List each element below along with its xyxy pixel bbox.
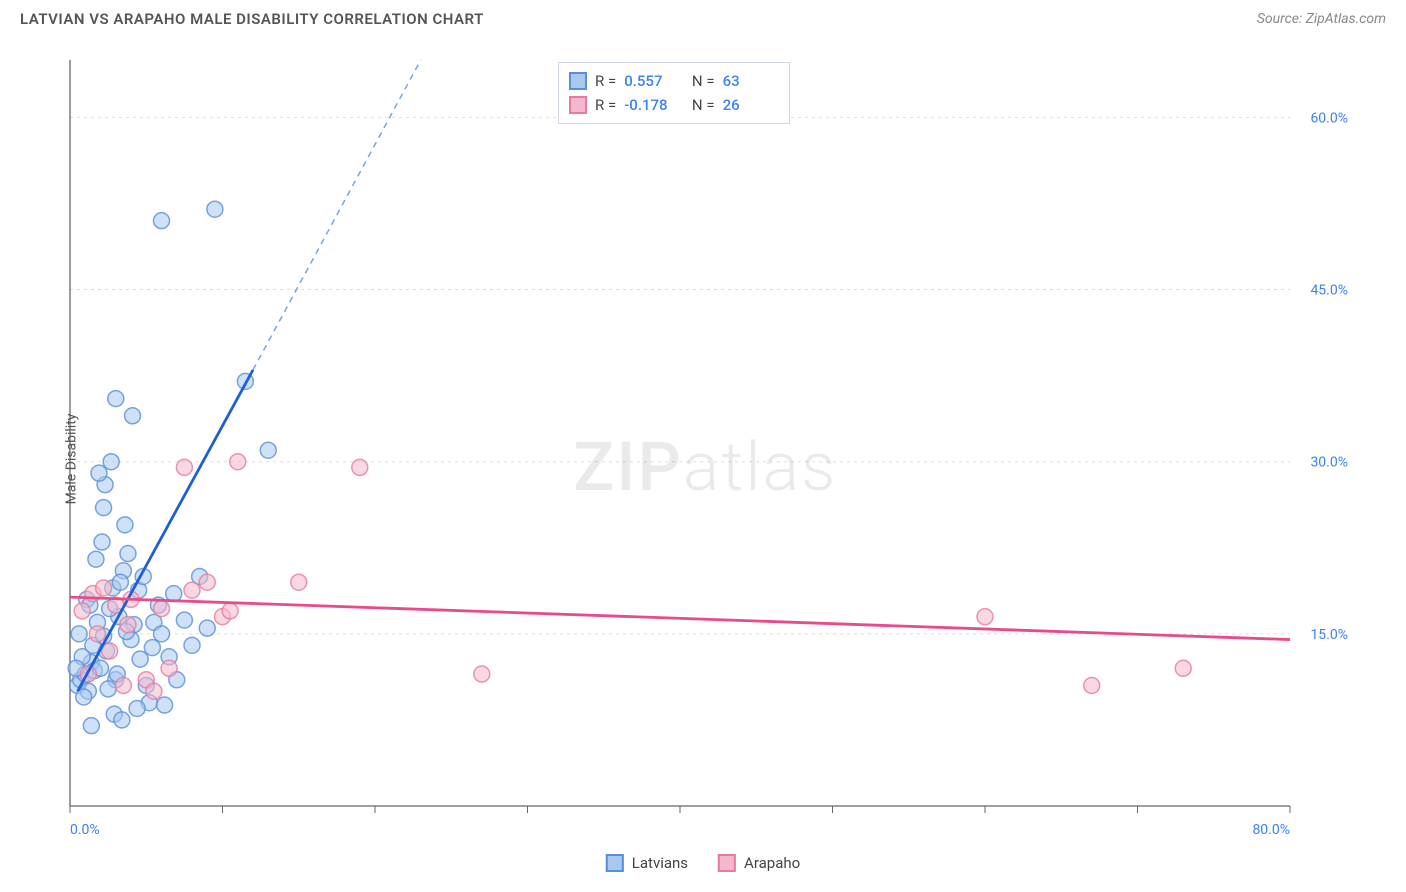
y-axis-label: Male Disability: [63, 414, 79, 505]
legend-n-label: N =: [688, 69, 714, 93]
series-label: Arapaho: [744, 854, 800, 872]
chart-title: LATVIAN VS ARAPAHO MALE DISABILITY CORRE…: [20, 10, 484, 28]
legend-swatch: [718, 854, 736, 872]
svg-text:60.0%: 60.0%: [1310, 110, 1348, 126]
legend-r-label: R =: [595, 69, 616, 93]
series-label: Latvians: [632, 854, 688, 872]
source-attribution: Source: ZipAtlas.com: [1257, 11, 1386, 27]
legend-swatch: [606, 854, 624, 872]
svg-text:15.0%: 15.0%: [1310, 627, 1348, 643]
svg-text:80.0%: 80.0%: [1252, 822, 1290, 838]
svg-text:0.0%: 0.0%: [70, 822, 100, 838]
series-legend: Latvians Arapaho: [606, 854, 800, 872]
legend-n-label: N =: [688, 93, 714, 117]
legend-r-label: R =: [595, 93, 616, 117]
legend-swatch: [569, 72, 587, 90]
scatter-plot: 0.0% 80.0% 15.0% 30.0% 45.0% 60.0%: [20, 46, 1360, 852]
correlation-legend: R = 0.557 N = 63 R = -0.178 N = 26: [558, 62, 790, 124]
series-legend-item: Arapaho: [718, 854, 800, 872]
legend-row: R = -0.178 N = 26: [569, 93, 779, 117]
legend-r-value: 0.557: [624, 69, 680, 93]
legend-n-value: 26: [723, 93, 779, 117]
svg-text:30.0%: 30.0%: [1310, 455, 1348, 471]
series-legend-item: Latvians: [606, 854, 688, 872]
legend-swatch: [569, 96, 587, 114]
legend-n-value: 63: [723, 69, 779, 93]
svg-text:45.0%: 45.0%: [1310, 283, 1348, 299]
legend-row: R = 0.557 N = 63: [569, 69, 779, 93]
chart-container: Male Disability 0.0% 80.0% 15.0% 30.0% 45.0%…: [20, 46, 1386, 872]
legend-r-value: -0.178: [624, 93, 680, 117]
